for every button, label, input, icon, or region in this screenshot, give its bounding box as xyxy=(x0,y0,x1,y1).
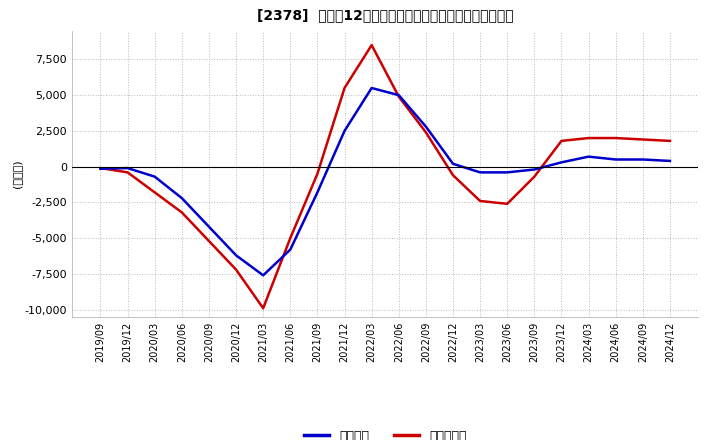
経常利益 xyxy=(584,154,593,159)
経常利益 xyxy=(665,158,674,164)
当期純利益 xyxy=(530,174,539,179)
Line: 経常利益: 経常利益 xyxy=(101,88,670,275)
経常利益 xyxy=(421,124,430,129)
当期純利益 xyxy=(449,172,457,178)
当期純利益 xyxy=(150,190,159,195)
経常利益 xyxy=(96,166,105,172)
当期純利益 xyxy=(178,210,186,215)
経常利益 xyxy=(123,165,132,171)
当期純利益 xyxy=(123,170,132,175)
経常利益 xyxy=(259,273,268,278)
Line: 当期純利益: 当期純利益 xyxy=(101,45,670,308)
経常利益 xyxy=(286,247,294,252)
経常利益 xyxy=(178,195,186,201)
当期純利益 xyxy=(611,136,620,141)
経常利益 xyxy=(557,160,566,165)
経常利益 xyxy=(313,190,322,195)
当期純利益 xyxy=(584,136,593,141)
経常利益 xyxy=(476,170,485,175)
当期純利益 xyxy=(665,138,674,143)
経常利益 xyxy=(639,157,647,162)
当期純利益 xyxy=(232,267,240,272)
Legend: 経常利益, 当期純利益: 経常利益, 当期純利益 xyxy=(299,425,472,440)
経常利益 xyxy=(611,157,620,162)
当期純利益 xyxy=(367,42,376,48)
経常利益 xyxy=(503,170,511,175)
当期純利益 xyxy=(503,201,511,206)
当期純利益 xyxy=(341,85,349,91)
当期純利益 xyxy=(476,198,485,204)
経常利益 xyxy=(530,167,539,172)
当期純利益 xyxy=(313,171,322,176)
経常利益 xyxy=(150,174,159,179)
当期純利益 xyxy=(259,305,268,311)
当期純利益 xyxy=(96,165,105,171)
当期純利益 xyxy=(639,137,647,142)
Title: [2378]  利益の12か月移動合計の対前年同期増減額の推移: [2378] 利益の12か月移動合計の対前年同期増減額の推移 xyxy=(257,9,513,23)
当期純利益 xyxy=(421,130,430,135)
Y-axis label: (百万円): (百万円) xyxy=(12,159,22,188)
当期純利益 xyxy=(557,138,566,143)
経常利益 xyxy=(449,161,457,166)
当期純利益 xyxy=(204,238,213,244)
当期純利益 xyxy=(395,94,403,99)
当期純利益 xyxy=(286,235,294,241)
経常利益 xyxy=(204,224,213,229)
経常利益 xyxy=(232,253,240,258)
経常利益 xyxy=(395,92,403,98)
経常利益 xyxy=(367,85,376,91)
経常利益 xyxy=(341,128,349,133)
